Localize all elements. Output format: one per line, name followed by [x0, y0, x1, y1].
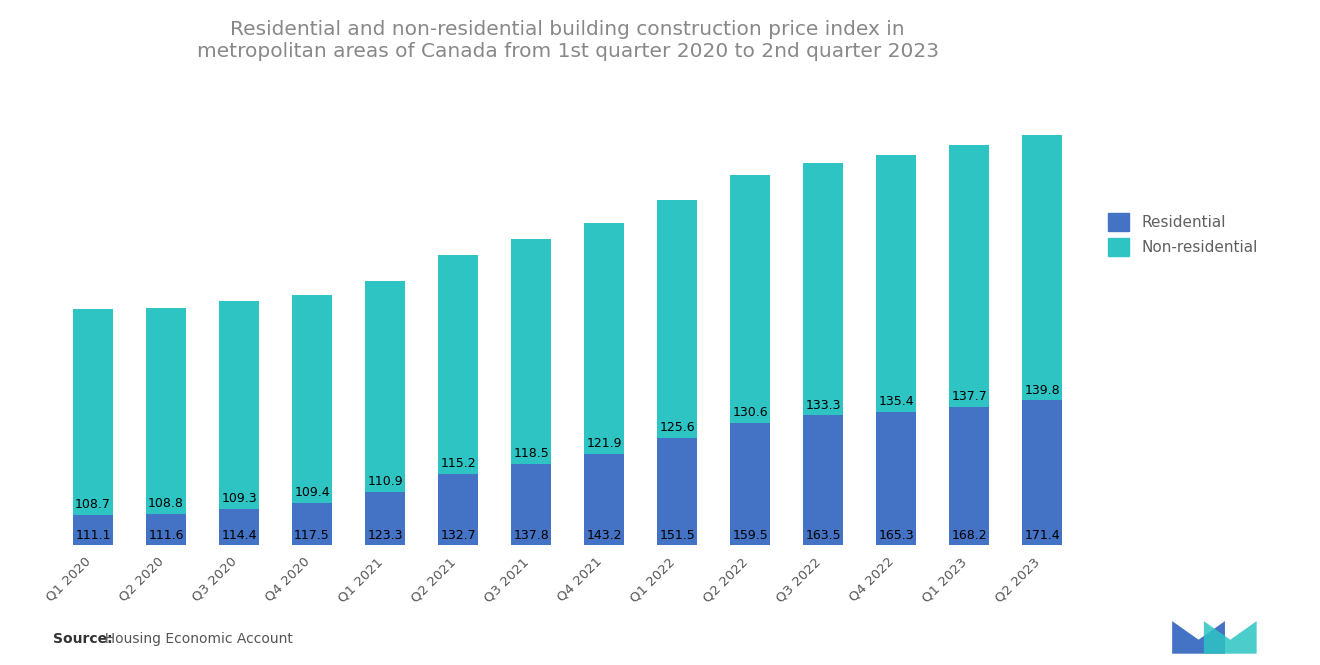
Text: 132.7: 132.7: [441, 529, 477, 541]
Text: 133.3: 133.3: [805, 398, 841, 412]
Text: Source:: Source:: [53, 632, 112, 646]
Legend: Residential, Non-residential: Residential, Non-residential: [1101, 205, 1266, 263]
Bar: [583, 454, 624, 545]
Text: 121.9: 121.9: [586, 437, 622, 450]
Bar: [147, 514, 186, 545]
Text: 109.3: 109.3: [222, 491, 257, 505]
Bar: [219, 509, 259, 545]
Bar: [583, 223, 624, 454]
Text: 165.3: 165.3: [878, 529, 913, 541]
Bar: [803, 163, 843, 416]
Text: 125.6: 125.6: [659, 422, 694, 434]
Polygon shape: [1172, 621, 1225, 654]
Text: Housing Economic Account: Housing Economic Account: [96, 632, 293, 646]
Text: 117.5: 117.5: [294, 529, 330, 541]
Bar: [1022, 136, 1063, 400]
Text: 118.5: 118.5: [513, 448, 549, 460]
Text: 109.4: 109.4: [294, 486, 330, 499]
Text: 108.8: 108.8: [148, 497, 183, 510]
Bar: [949, 146, 989, 406]
Bar: [511, 239, 552, 464]
Bar: [438, 474, 478, 545]
Bar: [438, 255, 478, 474]
Polygon shape: [1204, 621, 1257, 654]
Bar: [219, 301, 259, 509]
Bar: [657, 200, 697, 438]
Bar: [73, 515, 114, 545]
Text: 114.4: 114.4: [222, 529, 257, 541]
Text: 108.7: 108.7: [75, 498, 111, 511]
Bar: [730, 176, 771, 423]
Text: 159.5: 159.5: [733, 529, 768, 541]
Text: Residential and non-residential building construction price index in
metropolita: Residential and non-residential building…: [197, 20, 939, 61]
Bar: [364, 281, 405, 491]
Text: 137.7: 137.7: [952, 390, 987, 403]
Bar: [876, 412, 916, 545]
Bar: [730, 423, 771, 545]
Bar: [364, 491, 405, 545]
Text: 135.4: 135.4: [878, 395, 913, 408]
Bar: [292, 503, 333, 545]
Text: 139.8: 139.8: [1024, 384, 1060, 396]
Bar: [73, 309, 114, 515]
Text: 111.6: 111.6: [148, 529, 183, 541]
Text: 151.5: 151.5: [659, 529, 696, 541]
Bar: [292, 295, 333, 503]
Text: 115.2: 115.2: [441, 457, 477, 470]
Text: 110.9: 110.9: [367, 475, 403, 488]
Bar: [949, 406, 989, 545]
Text: 168.2: 168.2: [952, 529, 987, 541]
Bar: [803, 416, 843, 545]
Text: 123.3: 123.3: [367, 529, 403, 541]
Bar: [1022, 400, 1063, 545]
Text: 163.5: 163.5: [805, 529, 841, 541]
Bar: [147, 307, 186, 514]
Text: 137.8: 137.8: [513, 529, 549, 541]
Bar: [657, 438, 697, 545]
Bar: [876, 156, 916, 412]
Text: 130.6: 130.6: [733, 406, 768, 419]
Bar: [511, 464, 552, 545]
Text: 171.4: 171.4: [1024, 529, 1060, 541]
Text: 143.2: 143.2: [586, 529, 622, 541]
Text: 111.1: 111.1: [75, 529, 111, 541]
